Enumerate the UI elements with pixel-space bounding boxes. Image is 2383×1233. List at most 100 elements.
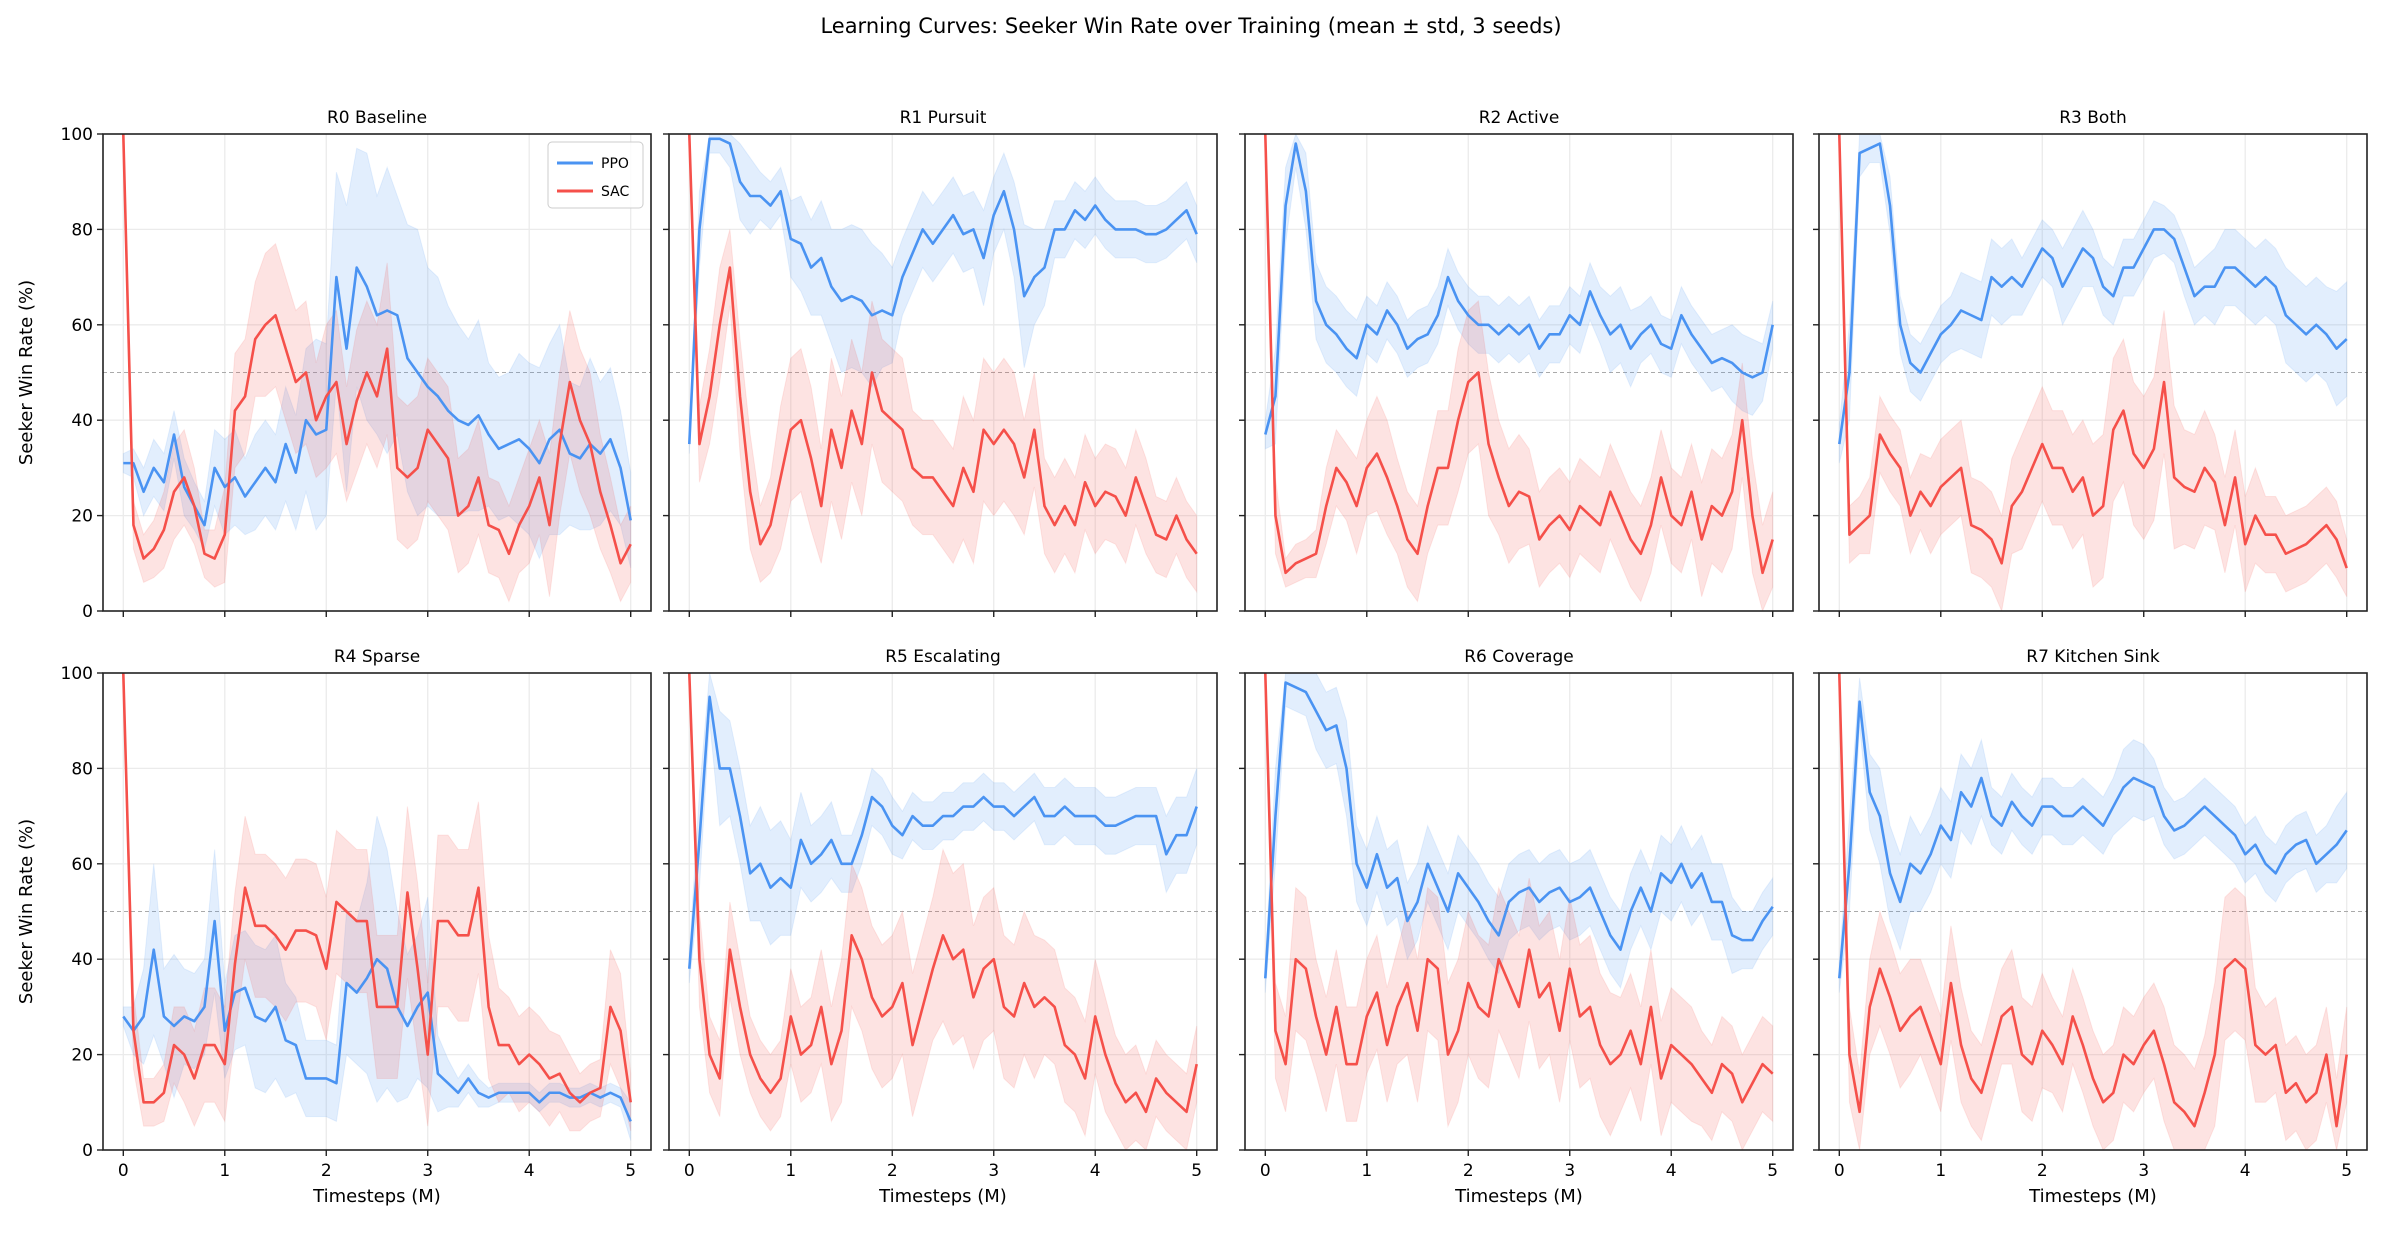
plot-area: [121, 134, 632, 603]
std-band-ppo: [1264, 134, 1774, 450]
x-tick-label: 1: [1361, 1161, 1372, 1181]
subplot-7: 0 1 2 3 4 5 R7 Kitchen Sink Timesteps (M): [1813, 647, 2368, 1207]
x-tick-label: 3: [2138, 1161, 2149, 1181]
subplot-title: R0 Baseline: [327, 108, 427, 128]
std-band-ppo: [122, 815, 632, 1141]
x-tick-label: 5: [625, 1161, 636, 1181]
series-line-ppo: [687, 137, 1198, 445]
x-tick-label: 4: [1090, 1161, 1101, 1181]
y-tick-label: 80: [71, 759, 93, 779]
axes-frame: [102, 133, 652, 612]
figure-suptitle: Learning Curves: Seeker Win Rate over Tr…: [820, 14, 1561, 38]
x-axis-label: Timesteps (M): [2028, 1186, 2157, 1207]
y-tick-label: 0: [82, 1141, 93, 1161]
subplot-1: R1 Pursuit: [663, 108, 1218, 617]
subplot-6: 0 1 2 3 4 5 R6 Coverage Timesteps (M): [1239, 647, 1794, 1207]
legend-label-sac: SAC: [601, 184, 629, 200]
series-line-sac: [1263, 673, 1774, 1104]
y-axis-label: Seeker Win Rate (%): [16, 819, 37, 1004]
subplot-5: 0 1 2 3 4 5 R5 Escalating Timesteps (M): [663, 647, 1218, 1207]
x-tick-label: 5: [2341, 1161, 2352, 1181]
x-tick-label: 0: [118, 1161, 129, 1181]
series-line-sac: [121, 673, 632, 1104]
subplot-title: R4 Sparse: [334, 647, 420, 667]
axes-frame: [1818, 672, 2368, 1151]
x-tick-label: 5: [1191, 1161, 1202, 1181]
std-band-ppo: [688, 134, 1198, 454]
x-tick-label: 0: [1834, 1161, 1845, 1181]
series-line-sac: [1837, 673, 2348, 1128]
x-tick-label: 0: [1260, 1161, 1271, 1181]
plot-area: [1263, 134, 1774, 611]
subplot-title: R2 Active: [1479, 108, 1560, 128]
std-band-ppo: [688, 673, 1198, 984]
y-tick-label: 20: [71, 507, 93, 527]
std-band-ppo: [1838, 677, 2348, 993]
y-tick-label: 20: [71, 1046, 93, 1066]
y-axis-label: Seeker Win Rate (%): [16, 280, 37, 465]
plot-area: [687, 134, 1198, 594]
series-line-ppo: [122, 919, 632, 1122]
axes-frame: [102, 672, 652, 1151]
series-line-sac: [1837, 134, 2348, 569]
axes-frame: [668, 133, 1218, 612]
y-tick-label: 0: [82, 602, 93, 622]
series-line-sac: [1263, 134, 1774, 575]
y-tick-label: 80: [71, 220, 93, 240]
x-tick-label: 4: [524, 1161, 535, 1181]
x-tick-label: 2: [321, 1161, 332, 1181]
std-band-ppo: [122, 147, 632, 569]
plot-area: [1263, 673, 1774, 1150]
subplot-0: 0 20 40 60 80 100 R0 Baseline Seeker Win Rate (…: [16, 108, 652, 622]
x-tick-label: 1: [219, 1161, 230, 1181]
series-line-ppo: [688, 695, 1198, 969]
subplot-title: R5 Escalating: [885, 647, 1001, 667]
y-tick-label: 60: [71, 316, 93, 336]
subplot-title: R6 Coverage: [1464, 647, 1573, 667]
axes-frame: [1818, 133, 2368, 612]
x-axis-label: Timesteps (M): [878, 1186, 1007, 1207]
x-axis-label: Timesteps (M): [1454, 1186, 1583, 1207]
series-line-ppo: [1264, 142, 1774, 435]
axes-frame: [1244, 133, 1794, 612]
x-tick-label: 1: [1935, 1161, 1946, 1181]
x-tick-label: 2: [1463, 1161, 1474, 1181]
subplot-title: R3 Both: [2059, 108, 2127, 128]
x-tick-label: 3: [988, 1161, 999, 1181]
axes-frame: [668, 672, 1218, 1151]
std-band-ppo: [1264, 673, 1774, 993]
y-tick-label: 60: [71, 855, 93, 875]
plot-area: [1837, 134, 2348, 611]
x-tick-label: 2: [2037, 1161, 2048, 1181]
legend: PPO SAC: [547, 141, 644, 209]
legend-label-ppo: PPO: [601, 156, 629, 172]
x-tick-label: 3: [1564, 1161, 1575, 1181]
x-tick-label: 1: [785, 1161, 796, 1181]
series-line-ppo: [1838, 700, 2348, 979]
axes-frame: [1244, 672, 1794, 1151]
series-line-ppo: [123, 266, 632, 527]
series-line-ppo: [1838, 142, 2348, 445]
subplot-title: R7 Kitchen Sink: [2026, 647, 2160, 667]
series-line-sac: [121, 134, 632, 565]
y-tick-label: 100: [61, 664, 93, 684]
x-tick-label: 0: [684, 1161, 695, 1181]
x-tick-label: 5: [1767, 1161, 1778, 1181]
y-tick-label: 100: [61, 125, 93, 145]
y-tick-label: 40: [71, 411, 93, 431]
series-line-ppo: [1263, 681, 1774, 979]
y-tick-label: 40: [71, 950, 93, 970]
x-tick-label: 4: [1666, 1161, 1677, 1181]
x-axis-label: Timesteps (M): [312, 1186, 441, 1207]
x-tick-label: 4: [2240, 1161, 2251, 1181]
subplot-4: 0 1 2 3 4 5 0 20 40 60 80 100 R4 Sparse Timesteps (M)…: [16, 647, 652, 1207]
plot-area: [121, 673, 632, 1141]
subplot-2: R2 Active: [1239, 108, 1794, 617]
plot-area: [687, 673, 1198, 1150]
x-tick-label: 3: [422, 1161, 433, 1181]
std-band-ppo: [1838, 134, 2348, 464]
x-tick-label: 2: [887, 1161, 898, 1181]
plot-area: [1837, 673, 2348, 1150]
series-line-sac: [687, 134, 1198, 555]
